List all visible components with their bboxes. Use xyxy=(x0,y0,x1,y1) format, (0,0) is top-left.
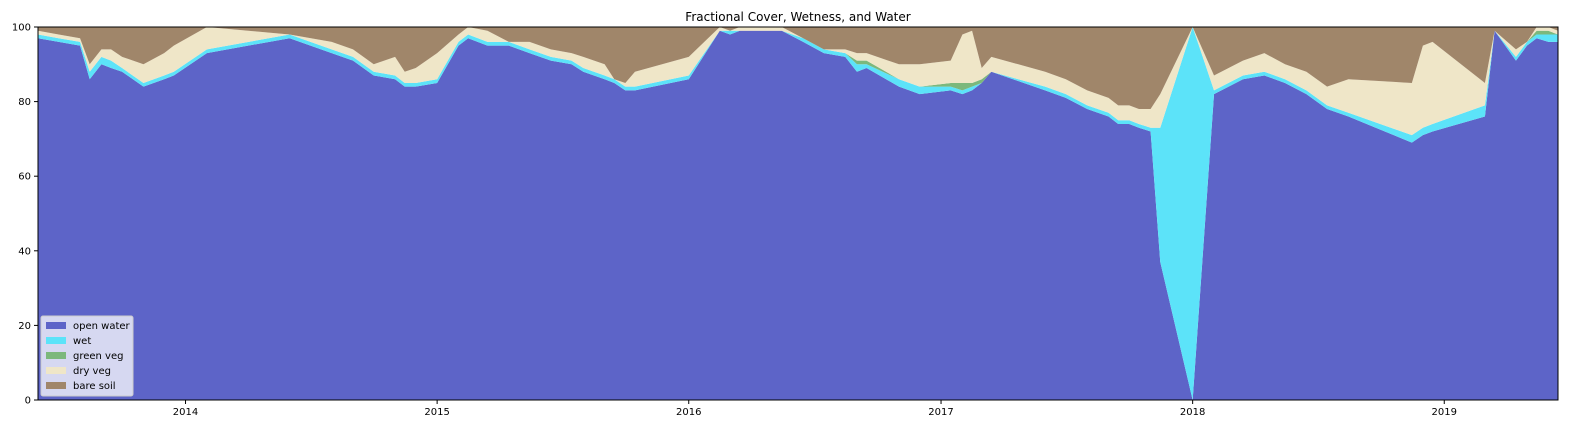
x-tick-label: 2017 xyxy=(928,407,953,418)
area-wet xyxy=(38,27,1558,400)
y-tick-label: 100 xyxy=(12,23,31,34)
legend-swatch-bare-soil xyxy=(46,382,66,389)
x-tick-label: 2014 xyxy=(173,407,198,418)
legend-box xyxy=(40,315,134,397)
y-tick-label: 0 xyxy=(25,396,31,407)
plot-frame xyxy=(37,26,1559,401)
area-dry-veg xyxy=(38,27,1558,136)
area-bare-soil xyxy=(38,27,1558,110)
chart-title: Fractional Cover, Wetness, and Water xyxy=(685,10,910,24)
x-axis: 2014 2015 2016 2017 2018 2019 xyxy=(173,400,1457,418)
legend-label-green-veg: green veg xyxy=(73,351,123,362)
x-tick-label: 2019 xyxy=(1432,407,1457,418)
y-tick-label: 40 xyxy=(18,246,31,257)
legend-label-open-water: open water xyxy=(73,321,131,332)
legend-label-dry-veg: dry veg xyxy=(73,366,111,377)
x-tick-label: 2018 xyxy=(1180,407,1205,418)
area-open-water xyxy=(38,30,1558,400)
legend-label-bare-soil: bare soil xyxy=(73,381,116,392)
legend-label-wet: wet xyxy=(73,336,91,347)
chart-legend: open water wet green veg dry veg bare soil xyxy=(40,315,134,397)
y-tick-label: 80 xyxy=(18,97,31,108)
y-tick-label: 20 xyxy=(18,321,31,332)
legend-swatch-open-water xyxy=(46,322,66,329)
legend-swatch-green-veg xyxy=(46,352,66,359)
legend-swatch-dry-veg xyxy=(46,367,66,374)
x-tick-label: 2016 xyxy=(676,407,701,418)
legend-swatch-wet xyxy=(46,337,66,344)
y-tick-label: 60 xyxy=(18,172,31,183)
area-layers xyxy=(38,27,1558,400)
x-tick-label: 2015 xyxy=(424,407,449,418)
y-axis: 0 20 40 60 80 100 xyxy=(12,23,38,407)
